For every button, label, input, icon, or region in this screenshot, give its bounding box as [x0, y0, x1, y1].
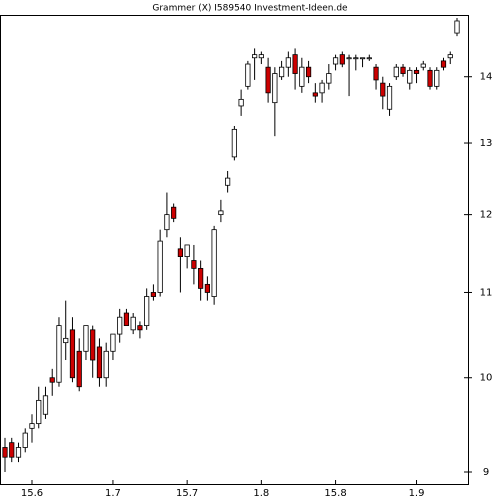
candle-body: [245, 63, 251, 87]
candle-body: [164, 214, 170, 231]
candle-body: [204, 283, 210, 293]
plot-frame: [0, 15, 469, 485]
x-tick-label: 1.7: [105, 488, 121, 499]
candle-body: [231, 128, 237, 158]
candle-body: [69, 329, 76, 379]
candle-body: [9, 442, 15, 458]
candle-body: [299, 66, 305, 87]
candle-body: [42, 395, 49, 415]
candle-body: [393, 66, 399, 78]
candle-body: [83, 325, 89, 352]
candle-body: [258, 54, 264, 59]
candle-body: [353, 57, 359, 60]
candle-body: [339, 54, 345, 65]
candle-body: [90, 329, 96, 361]
candle-body: [184, 244, 190, 257]
candle-body: [63, 337, 69, 344]
candle-body: [2, 447, 8, 458]
candle-body: [150, 292, 157, 297]
candle-body: [238, 98, 244, 107]
y-tick-label: 13: [480, 138, 493, 149]
candle-body: [285, 57, 291, 68]
candle-body: [56, 325, 62, 383]
candle-body: [380, 82, 386, 97]
x-tick-label: 15.7: [176, 488, 198, 499]
candle-body: [36, 399, 42, 425]
candle-body: [117, 316, 123, 335]
y-tick-label: 10: [480, 373, 493, 384]
candle-body: [96, 346, 103, 379]
candle-body: [110, 333, 116, 352]
candle-body: [15, 447, 22, 458]
candle-body: [144, 296, 150, 327]
candle-body: [272, 73, 278, 104]
y-tick-label: 12: [480, 210, 493, 221]
y-tick-label: 9: [483, 467, 489, 478]
candle-body: [292, 54, 298, 74]
candle-body: [386, 85, 393, 110]
candle-body: [373, 66, 379, 81]
candle-body: [440, 60, 447, 68]
chart-title: Grammer (X) I589540 Investment-Ideen.de: [152, 4, 348, 14]
x-tick-label: 1.9: [409, 488, 425, 499]
candle-body: [265, 66, 271, 94]
candle-body: [211, 229, 217, 297]
candle-body: [319, 82, 325, 94]
candle-body: [366, 57, 372, 60]
candle-body: [305, 66, 312, 78]
candle-body: [177, 248, 184, 257]
candle-body: [427, 69, 433, 87]
candle-body: [218, 210, 224, 216]
candle-body: [312, 92, 318, 97]
candle-body: [400, 66, 406, 74]
candle-body: [359, 57, 366, 60]
candle-body: [198, 267, 204, 289]
x-tick-label: 1.8: [253, 488, 269, 499]
candle-body: [29, 423, 35, 429]
candle-body: [137, 325, 143, 331]
candle-body: [130, 316, 136, 331]
candle-body: [49, 377, 55, 383]
candle-body: [157, 240, 163, 293]
candle-body: [191, 260, 197, 269]
x-tick-label: 15.8: [324, 488, 346, 499]
x-tick-label: 15.6: [21, 488, 43, 499]
candle-body: [171, 206, 177, 219]
candle-body: [413, 69, 420, 74]
candle-body: [420, 63, 426, 68]
candle-body: [76, 350, 82, 388]
candle-body: [278, 66, 285, 78]
candle-body: [22, 432, 28, 448]
candle-body: [454, 20, 460, 34]
candle-body: [407, 69, 413, 84]
candle-body: [252, 54, 258, 59]
y-tick-label: 11: [480, 287, 493, 298]
candle-body: [103, 350, 109, 379]
y-tick-label: 14: [480, 72, 493, 83]
candle-body: [346, 57, 352, 60]
candle-body: [332, 57, 339, 65]
candle-body: [123, 312, 130, 327]
candle-body: [434, 69, 440, 87]
candle-body: [225, 177, 231, 186]
candle-body: [447, 54, 453, 59]
candle-body: [326, 73, 332, 84]
